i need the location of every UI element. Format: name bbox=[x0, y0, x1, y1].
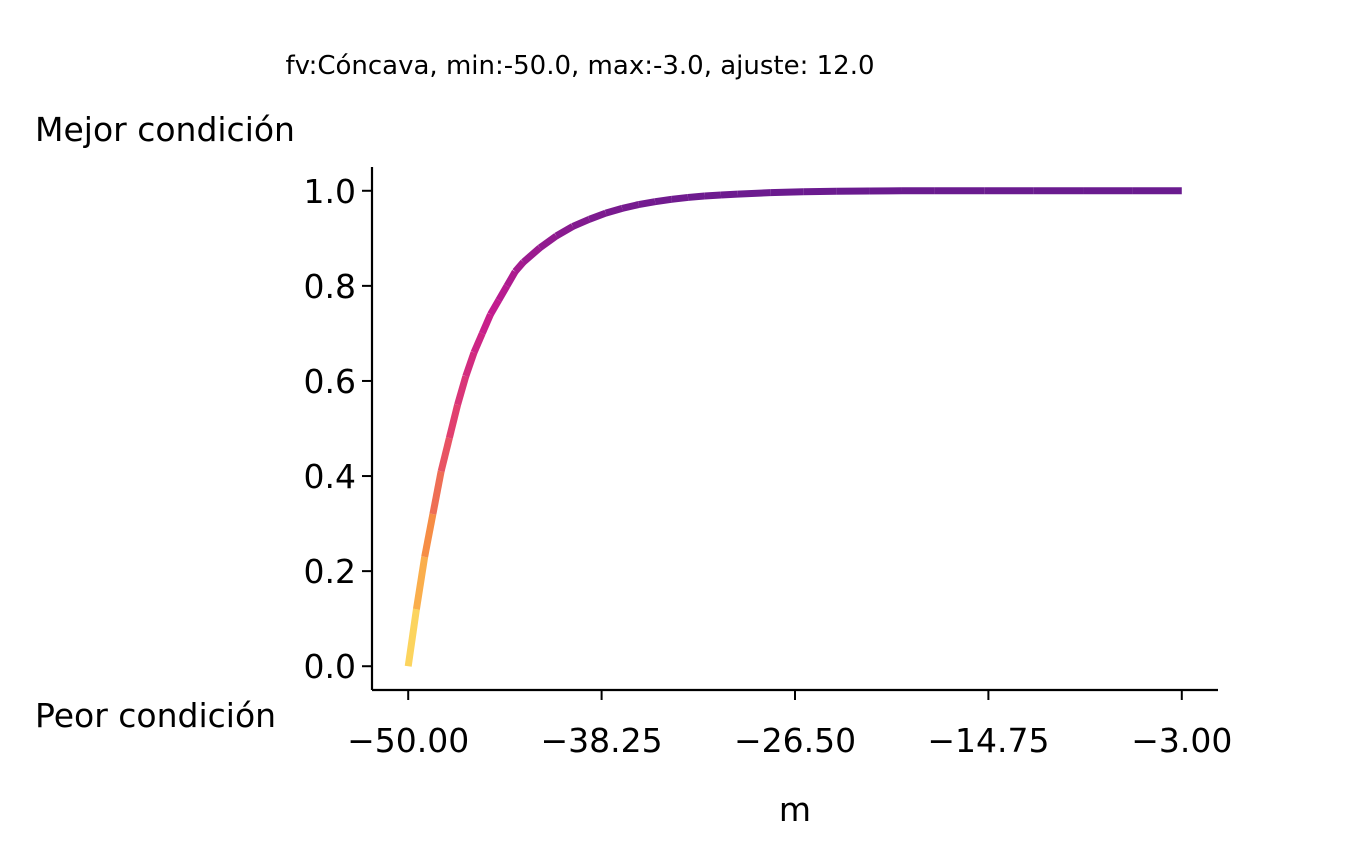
series-line-segment bbox=[421, 513, 437, 558]
axes-layer bbox=[370, 167, 1218, 692]
series-line-segment bbox=[737, 189, 771, 198]
series-line-segment bbox=[621, 201, 640, 212]
series-line-segment bbox=[671, 193, 689, 203]
x-tick-label: −38.25 bbox=[541, 721, 663, 760]
series-line-segment bbox=[588, 209, 607, 223]
series-line-segment bbox=[521, 245, 543, 265]
top-corner-label: Mejor condición bbox=[35, 110, 295, 149]
y-tick-label: 0.4 bbox=[304, 457, 356, 496]
y-tick-label: 1.0 bbox=[304, 172, 356, 211]
y-tick-label: 0.2 bbox=[304, 552, 356, 591]
series-line-segment bbox=[454, 375, 470, 406]
x-tick-label: −26.50 bbox=[734, 721, 856, 760]
series-line-segment bbox=[571, 216, 591, 230]
series-line-segment bbox=[604, 205, 624, 217]
series-line-segment bbox=[537, 233, 559, 251]
series-line-segment bbox=[412, 556, 429, 610]
series-line-segment bbox=[554, 223, 575, 239]
y-tick-label: 0.0 bbox=[304, 647, 356, 686]
series-line-segment bbox=[404, 608, 420, 667]
y-tick-label: 0.6 bbox=[304, 362, 356, 401]
series-line-segment bbox=[462, 351, 478, 378]
series-layer bbox=[404, 187, 1182, 667]
series-line-segment bbox=[445, 403, 461, 439]
series-line-segment bbox=[479, 313, 494, 335]
x-ticks: −50.00 −38.25 −26.50 −14.75 −3.00 bbox=[347, 690, 1232, 760]
series-line-segment bbox=[512, 259, 527, 274]
x-axis-title: m bbox=[779, 790, 811, 829]
series-line-segment bbox=[654, 195, 673, 206]
x-tick-label: −50.00 bbox=[347, 721, 469, 760]
x-tick-label: −3.00 bbox=[1131, 721, 1232, 760]
series-line-segment bbox=[638, 198, 656, 209]
series-line-segment bbox=[429, 470, 445, 515]
x-tick-label: −14.75 bbox=[927, 721, 1049, 760]
series-line-segment bbox=[687, 192, 705, 201]
y-ticks: 0.0 0.2 0.4 0.6 0.8 1.0 bbox=[304, 172, 372, 686]
series-line-segment bbox=[503, 269, 519, 288]
bottom-corner-label: Peor condición bbox=[35, 696, 276, 735]
series-line-segment bbox=[720, 190, 738, 199]
y-tick-label: 0.8 bbox=[304, 267, 356, 306]
series-line-segment bbox=[495, 284, 510, 302]
series-line-segment bbox=[770, 188, 804, 197]
series-line-segment bbox=[437, 437, 453, 473]
chart-title: fv:Cóncava, min:-50.0, max:-3.0, ajuste:… bbox=[285, 51, 874, 81]
series-line-segment bbox=[487, 298, 502, 317]
series-line-segment bbox=[470, 332, 486, 354]
series-line-segment bbox=[704, 191, 722, 200]
